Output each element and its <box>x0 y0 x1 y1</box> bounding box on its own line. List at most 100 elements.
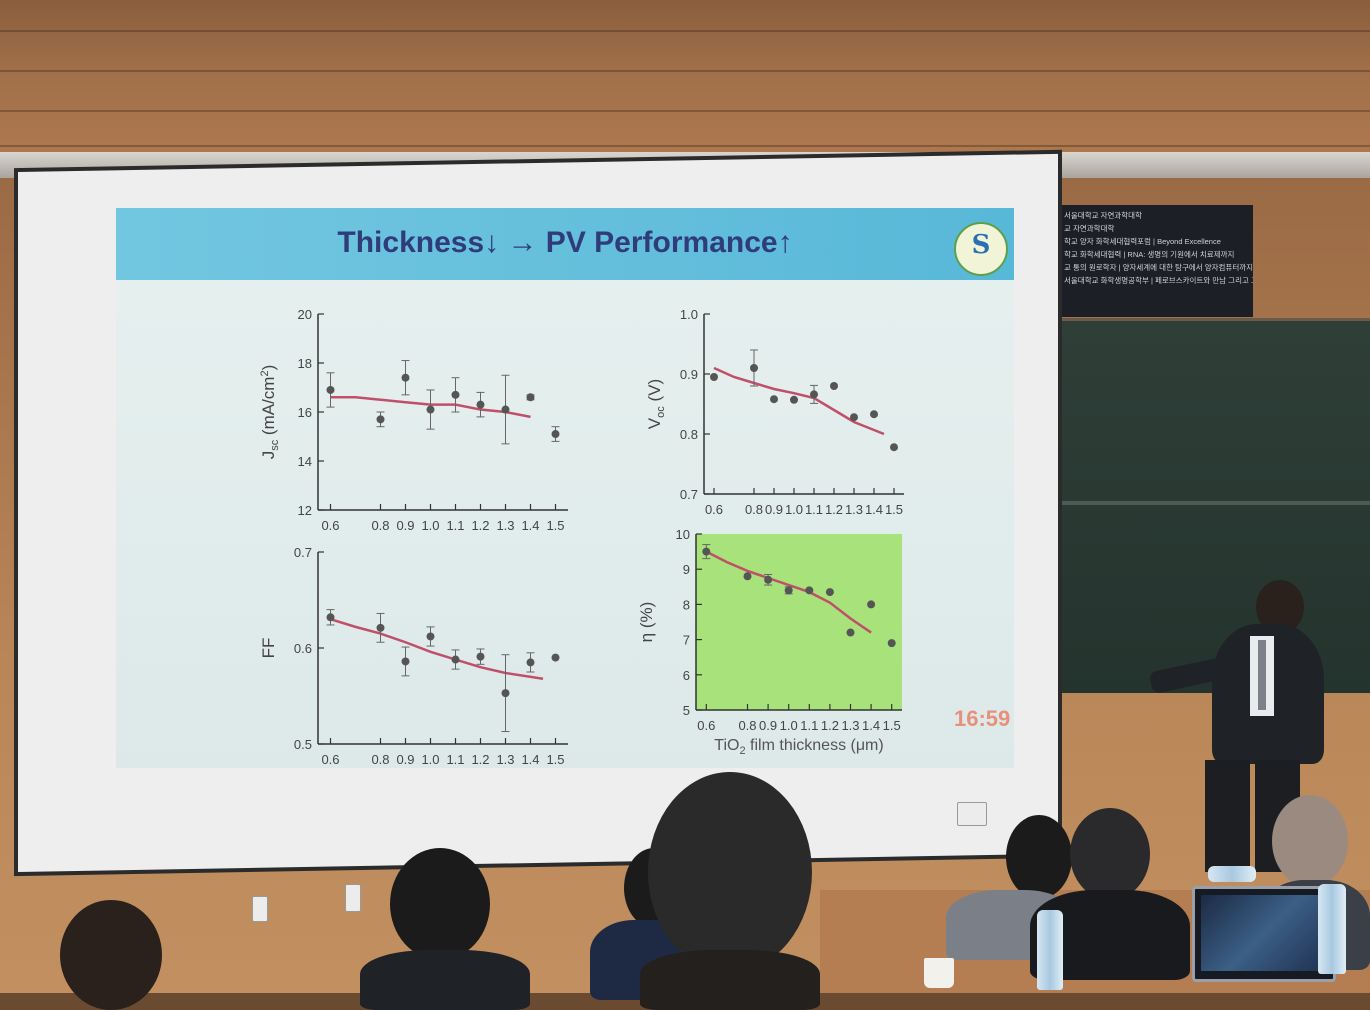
x-tick-label: 0.6 <box>321 518 339 533</box>
y-tick-label: 16 <box>298 405 312 420</box>
y-axis-label: FF <box>259 638 278 659</box>
x-tick-label: 1.5 <box>885 502 903 517</box>
wall-outlet <box>252 896 268 922</box>
x-tick-label: 0.9 <box>765 502 783 517</box>
x-tick-label: 1.0 <box>421 752 439 767</box>
y-tick-label: 18 <box>298 356 312 371</box>
wall-outlet <box>957 802 987 826</box>
data-point <box>830 382 838 390</box>
water-bottle <box>1318 884 1346 974</box>
chart-panel-1: 12 14 16 18 20 0.6 0.8 0.9 1.0 1.1 1.2 1.3 1.4 1.5 Jsc… <box>259 307 568 533</box>
banner-line: 교 자연과학대학 <box>1064 224 1115 233</box>
y-axis-label: Jsc (mA/cm2) <box>259 365 281 460</box>
banner-line: 학교 양자 화학세대협력포럼 | Beyond Excellence <box>1064 237 1221 246</box>
y-label-unit: (V) <box>645 379 664 406</box>
x-tick-label: 1.0 <box>785 502 803 517</box>
data-point <box>426 405 435 414</box>
x-tick-label: 1.3 <box>845 502 863 517</box>
y-tick-label: 12 <box>298 503 312 518</box>
y-label-main: V <box>645 417 664 429</box>
slide-header <box>116 208 1014 280</box>
slide-title: Thickness↓ → PV Performance↑ <box>337 226 793 259</box>
banner-line: 서울대학교 자연과학대학 <box>1064 211 1142 220</box>
data-point <box>551 653 560 662</box>
x-tick-label: 0.8 <box>738 718 756 733</box>
data-point <box>850 413 858 422</box>
data-point <box>476 400 485 409</box>
y-tick-label: 0.7 <box>680 487 698 502</box>
data-point <box>710 373 718 381</box>
x-label-sub: 2 <box>739 745 745 757</box>
data-point <box>846 628 855 637</box>
x-tick-label: 0.8 <box>371 752 389 767</box>
y-tick-label: 8 <box>683 597 690 612</box>
x-tick-label: 1.2 <box>825 502 843 517</box>
x-tick-label: 0.6 <box>697 718 715 733</box>
data-point <box>476 652 485 661</box>
fit-line <box>713 366 885 436</box>
data-point <box>805 586 814 595</box>
banner-line: 교 통의 원로학자 | 양자세계에 대한 탐구에서 양자컴퓨터까지 <box>1064 263 1253 272</box>
x-tick-label: 0.6 <box>321 752 339 767</box>
y-tick-label: 1.0 <box>680 307 698 322</box>
data-point <box>887 639 896 648</box>
x-tick-label: 0.8 <box>745 502 763 517</box>
data-point <box>451 390 460 399</box>
data-point <box>870 410 878 419</box>
laptop <box>1192 886 1336 982</box>
laptop-screen <box>1201 895 1327 971</box>
x-tick-label: 1.5 <box>546 518 564 533</box>
eta-panel-background <box>696 534 902 710</box>
chart-panel-2: 0.70.80.91.00.6 0.8 0.9 1.0 1.1 1.2 1.3 1.4 1.5V… <box>645 307 904 517</box>
paper-cup <box>924 958 954 988</box>
data-point <box>702 547 711 556</box>
x-tick-label: 1.0 <box>421 518 439 533</box>
x-tick-label: 1.4 <box>865 502 883 517</box>
x-axis-label: TiO2 film thickness (μm) <box>714 737 883 757</box>
data-point <box>764 575 773 584</box>
x-tick-label: 0.9 <box>759 718 777 733</box>
y-label-sub: oc <box>655 406 667 418</box>
x-tick-label: 1.3 <box>496 752 514 767</box>
data-point <box>376 415 385 424</box>
data-point <box>526 393 535 402</box>
y-label-unit: (mA/cm <box>259 377 278 440</box>
chart-panel-4: 5 6 7 8 9 10 0.6 0.8 0.9 1.0 1.1 1.2 1.3 1.4 1.5 η (%) T… <box>637 527 902 757</box>
y-tick-label: 0.7 <box>294 545 312 560</box>
data-point <box>526 658 535 667</box>
y-tick-label: 9 <box>683 562 690 577</box>
x-tick-label: 1.1 <box>805 502 823 517</box>
data-point <box>743 572 752 581</box>
y-tick-label: 5 <box>683 703 690 718</box>
data-point <box>810 390 818 399</box>
y-tick-label: 10 <box>676 527 690 542</box>
data-point <box>790 395 798 404</box>
x-tick-label: 1.5 <box>546 752 564 767</box>
banner-line: 서울대학교 화학생명공학부 | 페로브스카이트와 만남 그리고 그 이후 <box>1064 276 1253 285</box>
university-logo-icon: S <box>954 222 1008 276</box>
y-tick-label: 14 <box>298 454 312 469</box>
y-label-main: FF <box>259 638 278 659</box>
y-tick-label: 6 <box>683 668 690 683</box>
x-label-main: TiO <box>714 737 739 754</box>
x-tick-label: 1.4 <box>521 752 539 767</box>
data-point <box>401 373 410 382</box>
wall-outlet <box>345 884 361 912</box>
data-point <box>376 623 385 632</box>
fit-line <box>330 618 544 680</box>
water-bottle <box>1208 866 1256 882</box>
x-tick-label: 0.6 <box>705 502 723 517</box>
presentation-slide: Thickness↓ → PV Performance↑ S 12 14 16 18 2… <box>116 208 1014 768</box>
y-tick-label: 7 <box>683 633 690 648</box>
data-point <box>551 430 560 439</box>
x-tick-label: 1.2 <box>471 752 489 767</box>
data-point <box>401 657 410 666</box>
x-tick-label: 1.3 <box>496 518 514 533</box>
x-tick-label: 1.0 <box>780 718 798 733</box>
x-tick-label: 1.1 <box>446 752 464 767</box>
x-tick-label: 0.8 <box>371 518 389 533</box>
y-tick-label: 0.8 <box>680 427 698 442</box>
y-label-close: ) <box>259 365 278 371</box>
data-point <box>784 586 793 595</box>
data-point <box>326 613 335 622</box>
